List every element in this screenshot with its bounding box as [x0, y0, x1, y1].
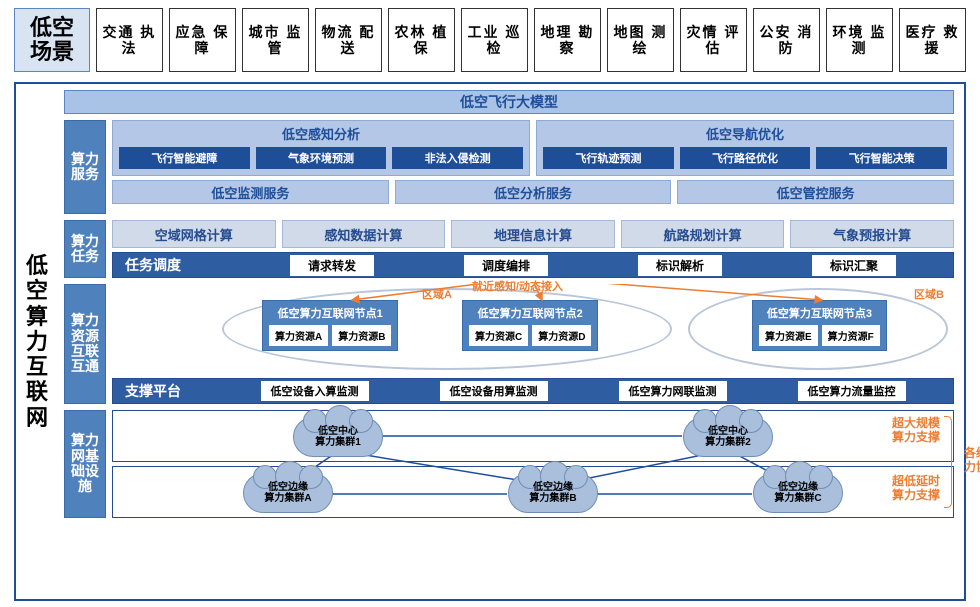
scenario-item: 灾情 评估 — [680, 8, 747, 72]
res-node-title: 低空算力互联网节点3 — [759, 305, 880, 321]
res-node-item: 算力资源B — [332, 325, 391, 346]
scenario-item: 地图 测绘 — [607, 8, 674, 72]
res-node-item: 算力资源F — [822, 325, 880, 346]
task-tag: 感知数据计算 — [282, 220, 446, 248]
sched-item: 请求转发 — [290, 255, 374, 276]
svc-tag: 非法入侵检测 — [392, 147, 523, 169]
side-anno-1: 超大规模算力支撑 — [892, 416, 940, 445]
scenario-item: 物流 配送 — [315, 8, 382, 72]
res-node-item: 算力资源D — [532, 325, 591, 346]
sched-item: 标识解析 — [638, 255, 722, 276]
region-b-label: 区域B — [914, 286, 944, 302]
sched-item: 调度编排 — [464, 255, 548, 276]
res-node-title: 低空算力互联网节点2 — [469, 305, 591, 321]
sched-item: 标识汇聚 — [812, 255, 896, 276]
scenario-item: 地理 勘察 — [534, 8, 601, 72]
svc-group-title: 低空感知分析 — [119, 124, 523, 143]
cloud: 低空边缘算力集群C — [753, 473, 843, 513]
task-tag: 空域网格计算 — [112, 220, 276, 248]
support-title: 支撑平台 — [125, 381, 195, 401]
scenario-item: 医疗 救援 — [899, 8, 966, 72]
infra-row: 算力网基础设施 低空中心算力集群1低空中心算力集群2 低空边缘算力集群A低空边缘… — [64, 410, 954, 518]
scenario-item: 工业 巡检 — [461, 8, 528, 72]
tasks-row: 算力任务 空域网格计算感知数据计算地理信息计算航路规划计算气象预报计算 任务调度… — [64, 220, 954, 278]
res-node-item: 算力资源A — [269, 325, 328, 346]
infra-top-box: 低空中心算力集群1 低空中心算力集群2 — [112, 410, 954, 462]
bracket-label: 各级算力协同 — [960, 446, 980, 475]
scenario-item: 公安 消防 — [753, 8, 820, 72]
task-sched-title: 任务调度 — [125, 255, 195, 275]
svc-group-title: 低空导航优化 — [543, 124, 947, 143]
res-node-item: 算力资源C — [469, 325, 528, 346]
svc-wide: 低空管控服务 — [677, 180, 954, 204]
main-area: 低空算力互联网 低空飞行大模型 算力服务 低空感知分析飞行智能避障气象环境预测非… — [14, 82, 966, 601]
res-node-title: 低空算力互联网节点1 — [269, 305, 391, 321]
services-cat: 算力服务 — [64, 120, 106, 214]
infra-cat: 算力网基础设施 — [64, 410, 106, 518]
task-tag: 航路规划计算 — [621, 220, 785, 248]
svc-tag: 气象环境预测 — [256, 147, 387, 169]
side-anno-2: 超低延时算力支撑 — [892, 474, 940, 503]
cloud: 低空中心算力集群1 — [293, 417, 383, 457]
scenario-item: 交通 执法 — [96, 8, 163, 72]
tasks-cat: 算力任务 — [64, 220, 106, 278]
scenarios-row: 低空场景 交通 执法应急 保障城市 监管物流 配送农林 植保工业 巡检地理 勘察… — [14, 8, 966, 72]
svc-wide: 低空监测服务 — [112, 180, 389, 204]
scenario-item: 环境 监测 — [826, 8, 893, 72]
svc-tag: 飞行路径优化 — [680, 147, 811, 169]
support-item: 低空算力流量监控 — [798, 381, 906, 401]
svc-group: 低空导航优化飞行轨迹预测飞行路径优化飞行智能决策 — [536, 120, 954, 176]
svc-tag: 飞行智能避障 — [119, 147, 250, 169]
scenario-item: 农林 植保 — [388, 8, 455, 72]
res-node-item: 算力资源E — [759, 325, 818, 346]
res-node: 低空算力互联网节点3 算力资源E算力资源F — [752, 300, 887, 351]
scenarios-label: 低空场景 — [14, 8, 90, 72]
scenario-item: 城市 监管 — [242, 8, 309, 72]
infra-bot-box: 低空边缘算力集群A 低空边缘算力集群B 低空边缘算力集群C — [112, 466, 954, 518]
main-left-label: 低空算力互联网 — [16, 84, 58, 599]
support-item: 低空设备用算监测 — [440, 381, 548, 401]
scenarios-items: 交通 执法应急 保障城市 监管物流 配送农林 植保工业 巡检地理 勘察地图 测绘… — [96, 8, 966, 72]
access-label: 就近感知/动态接入 — [472, 278, 563, 294]
support-bar: 支撑平台 低空设备入算监测 低空设备用算监测 低空算力网联监测 低空算力流量监控 — [112, 378, 954, 404]
svc-tag: 飞行智能决策 — [816, 147, 947, 169]
task-sched-bar: 任务调度 请求转发 调度编排 标识解析 标识汇聚 — [112, 252, 954, 278]
resources-cat: 算力资源互联互通 — [64, 284, 106, 404]
cloud: 低空边缘算力集群A — [243, 473, 333, 513]
big-model-bar: 低空飞行大模型 — [64, 90, 954, 114]
svc-wide: 低空分析服务 — [395, 180, 672, 204]
services-row: 算力服务 低空感知分析飞行智能避障气象环境预测非法入侵检测低空导航优化飞行轨迹预… — [64, 120, 954, 214]
res-node: 低空算力互联网节点2 算力资源C算力资源D — [462, 300, 598, 351]
res-node: 低空算力互联网节点1 算力资源A算力资源B — [262, 300, 398, 351]
res-area: 就近感知/动态接入 区域A 区域B 低空算力互联网节点1算力资源A算力资源B低空… — [112, 284, 954, 374]
support-item: 低空算力网联监测 — [619, 381, 727, 401]
cloud: 低空中心算力集群2 — [683, 417, 773, 457]
support-item: 低空设备入算监测 — [261, 381, 369, 401]
task-tag: 气象预报计算 — [790, 220, 954, 248]
bracket — [944, 416, 952, 508]
main-body: 低空飞行大模型 算力服务 低空感知分析飞行智能避障气象环境预测非法入侵检测低空导… — [58, 84, 964, 599]
svc-tag: 飞行轨迹预测 — [543, 147, 674, 169]
region-a-label: 区域A — [422, 286, 452, 302]
svc-group: 低空感知分析飞行智能避障气象环境预测非法入侵检测 — [112, 120, 530, 176]
cloud: 低空边缘算力集群B — [508, 473, 598, 513]
scenario-item: 应急 保障 — [169, 8, 236, 72]
task-tag: 地理信息计算 — [451, 220, 615, 248]
resources-row: 算力资源互联互通 就近感知/动态接入 区域A 区域B 低空算力互联网节点1算力资… — [64, 284, 954, 404]
